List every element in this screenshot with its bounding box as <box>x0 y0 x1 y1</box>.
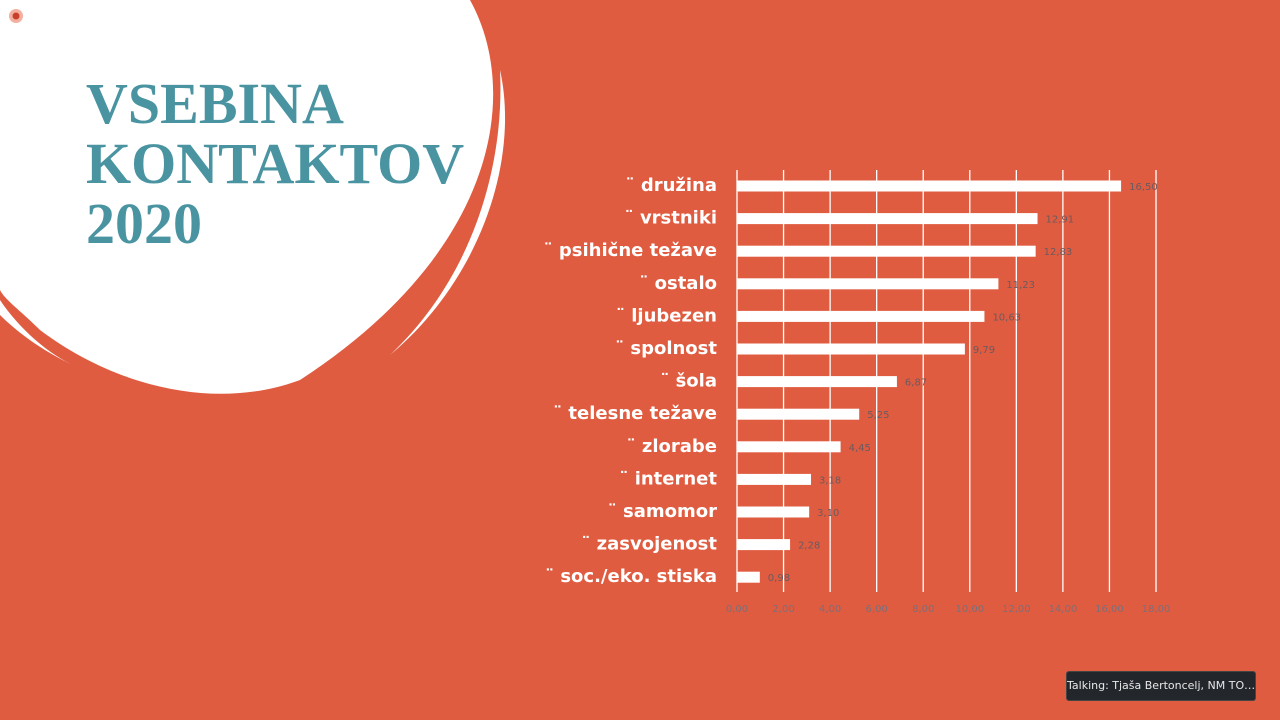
recording-icon-dot <box>12 12 20 20</box>
bar <box>737 571 760 583</box>
slide-title: VSEBINA KONTAKTOV 2020 <box>86 71 464 256</box>
bar <box>737 473 812 485</box>
x-tick-label: 4,00 <box>819 604 841 615</box>
y-tick-label: ¨ psihične težave <box>544 240 717 261</box>
data-label: 5,25 <box>867 410 889 421</box>
title-circle <box>0 0 494 394</box>
y-tick-label: ¨ telesne težave <box>553 403 717 424</box>
data-label: 2,28 <box>798 541 820 552</box>
bar <box>737 278 999 290</box>
data-label: 10,63 <box>992 312 1021 323</box>
data-label: 6,87 <box>905 378 927 389</box>
bar <box>737 343 965 355</box>
y-tick-label: ¨ zasvojenost <box>581 534 717 555</box>
y-tick-label: ¨ zlorabe <box>627 436 717 457</box>
x-tick-label: 12,00 <box>1002 604 1031 615</box>
data-label: 3,18 <box>819 475 841 486</box>
bar <box>737 213 1038 225</box>
y-tick-label: ¨ ljubezen <box>616 305 717 326</box>
y-tick-label: ¨ vrstniki <box>625 208 717 229</box>
y-tick-label: ¨ internet <box>619 468 717 489</box>
x-tick-label: 0,00 <box>726 604 748 615</box>
bar <box>737 310 985 322</box>
data-label: 16,50 <box>1129 182 1158 193</box>
bar <box>737 539 791 551</box>
data-label: 0,98 <box>768 573 790 584</box>
swoosh <box>390 70 506 355</box>
data-label: 12,83 <box>1044 247 1073 258</box>
x-tick-label: 14,00 <box>1049 604 1078 615</box>
data-label: 3,10 <box>817 508 839 519</box>
data-label: 12,91 <box>1046 215 1075 226</box>
x-tick-label: 16,00 <box>1095 604 1124 615</box>
x-tick-label: 8,00 <box>912 604 934 615</box>
bar <box>737 376 897 388</box>
y-tick-label: ¨ spolnost <box>615 338 717 359</box>
y-tick-label: ¨ ostalo <box>639 273 717 294</box>
bar <box>737 506 810 518</box>
y-tick-label: ¨ samomor <box>608 501 717 522</box>
data-label: 9,79 <box>973 345 995 356</box>
bar <box>737 441 841 453</box>
x-tick-label: 2,00 <box>772 604 794 615</box>
data-label: 4,45 <box>849 443 871 454</box>
y-tick-label: ¨ šola <box>660 371 717 392</box>
x-tick-label: 10,00 <box>955 604 984 615</box>
data-label: 11,23 <box>1006 280 1035 291</box>
x-tick-label: 18,00 <box>1142 604 1171 615</box>
y-tick-label: ¨ družina <box>626 175 717 196</box>
bar <box>737 245 1036 257</box>
bar <box>737 180 1122 192</box>
chart: 0,00 2,00 4,00 6,00 8,00 10,00 12,00 14,00 16,00… <box>544 170 1171 615</box>
x-tick-label: 6,00 <box>866 604 888 615</box>
talking-indicator: Talking: Tjaša Bertoncelj, NM TO… <box>1066 671 1256 701</box>
bar <box>737 408 860 420</box>
y-tick-label: ¨ soc./eko. stiska <box>545 566 717 587</box>
